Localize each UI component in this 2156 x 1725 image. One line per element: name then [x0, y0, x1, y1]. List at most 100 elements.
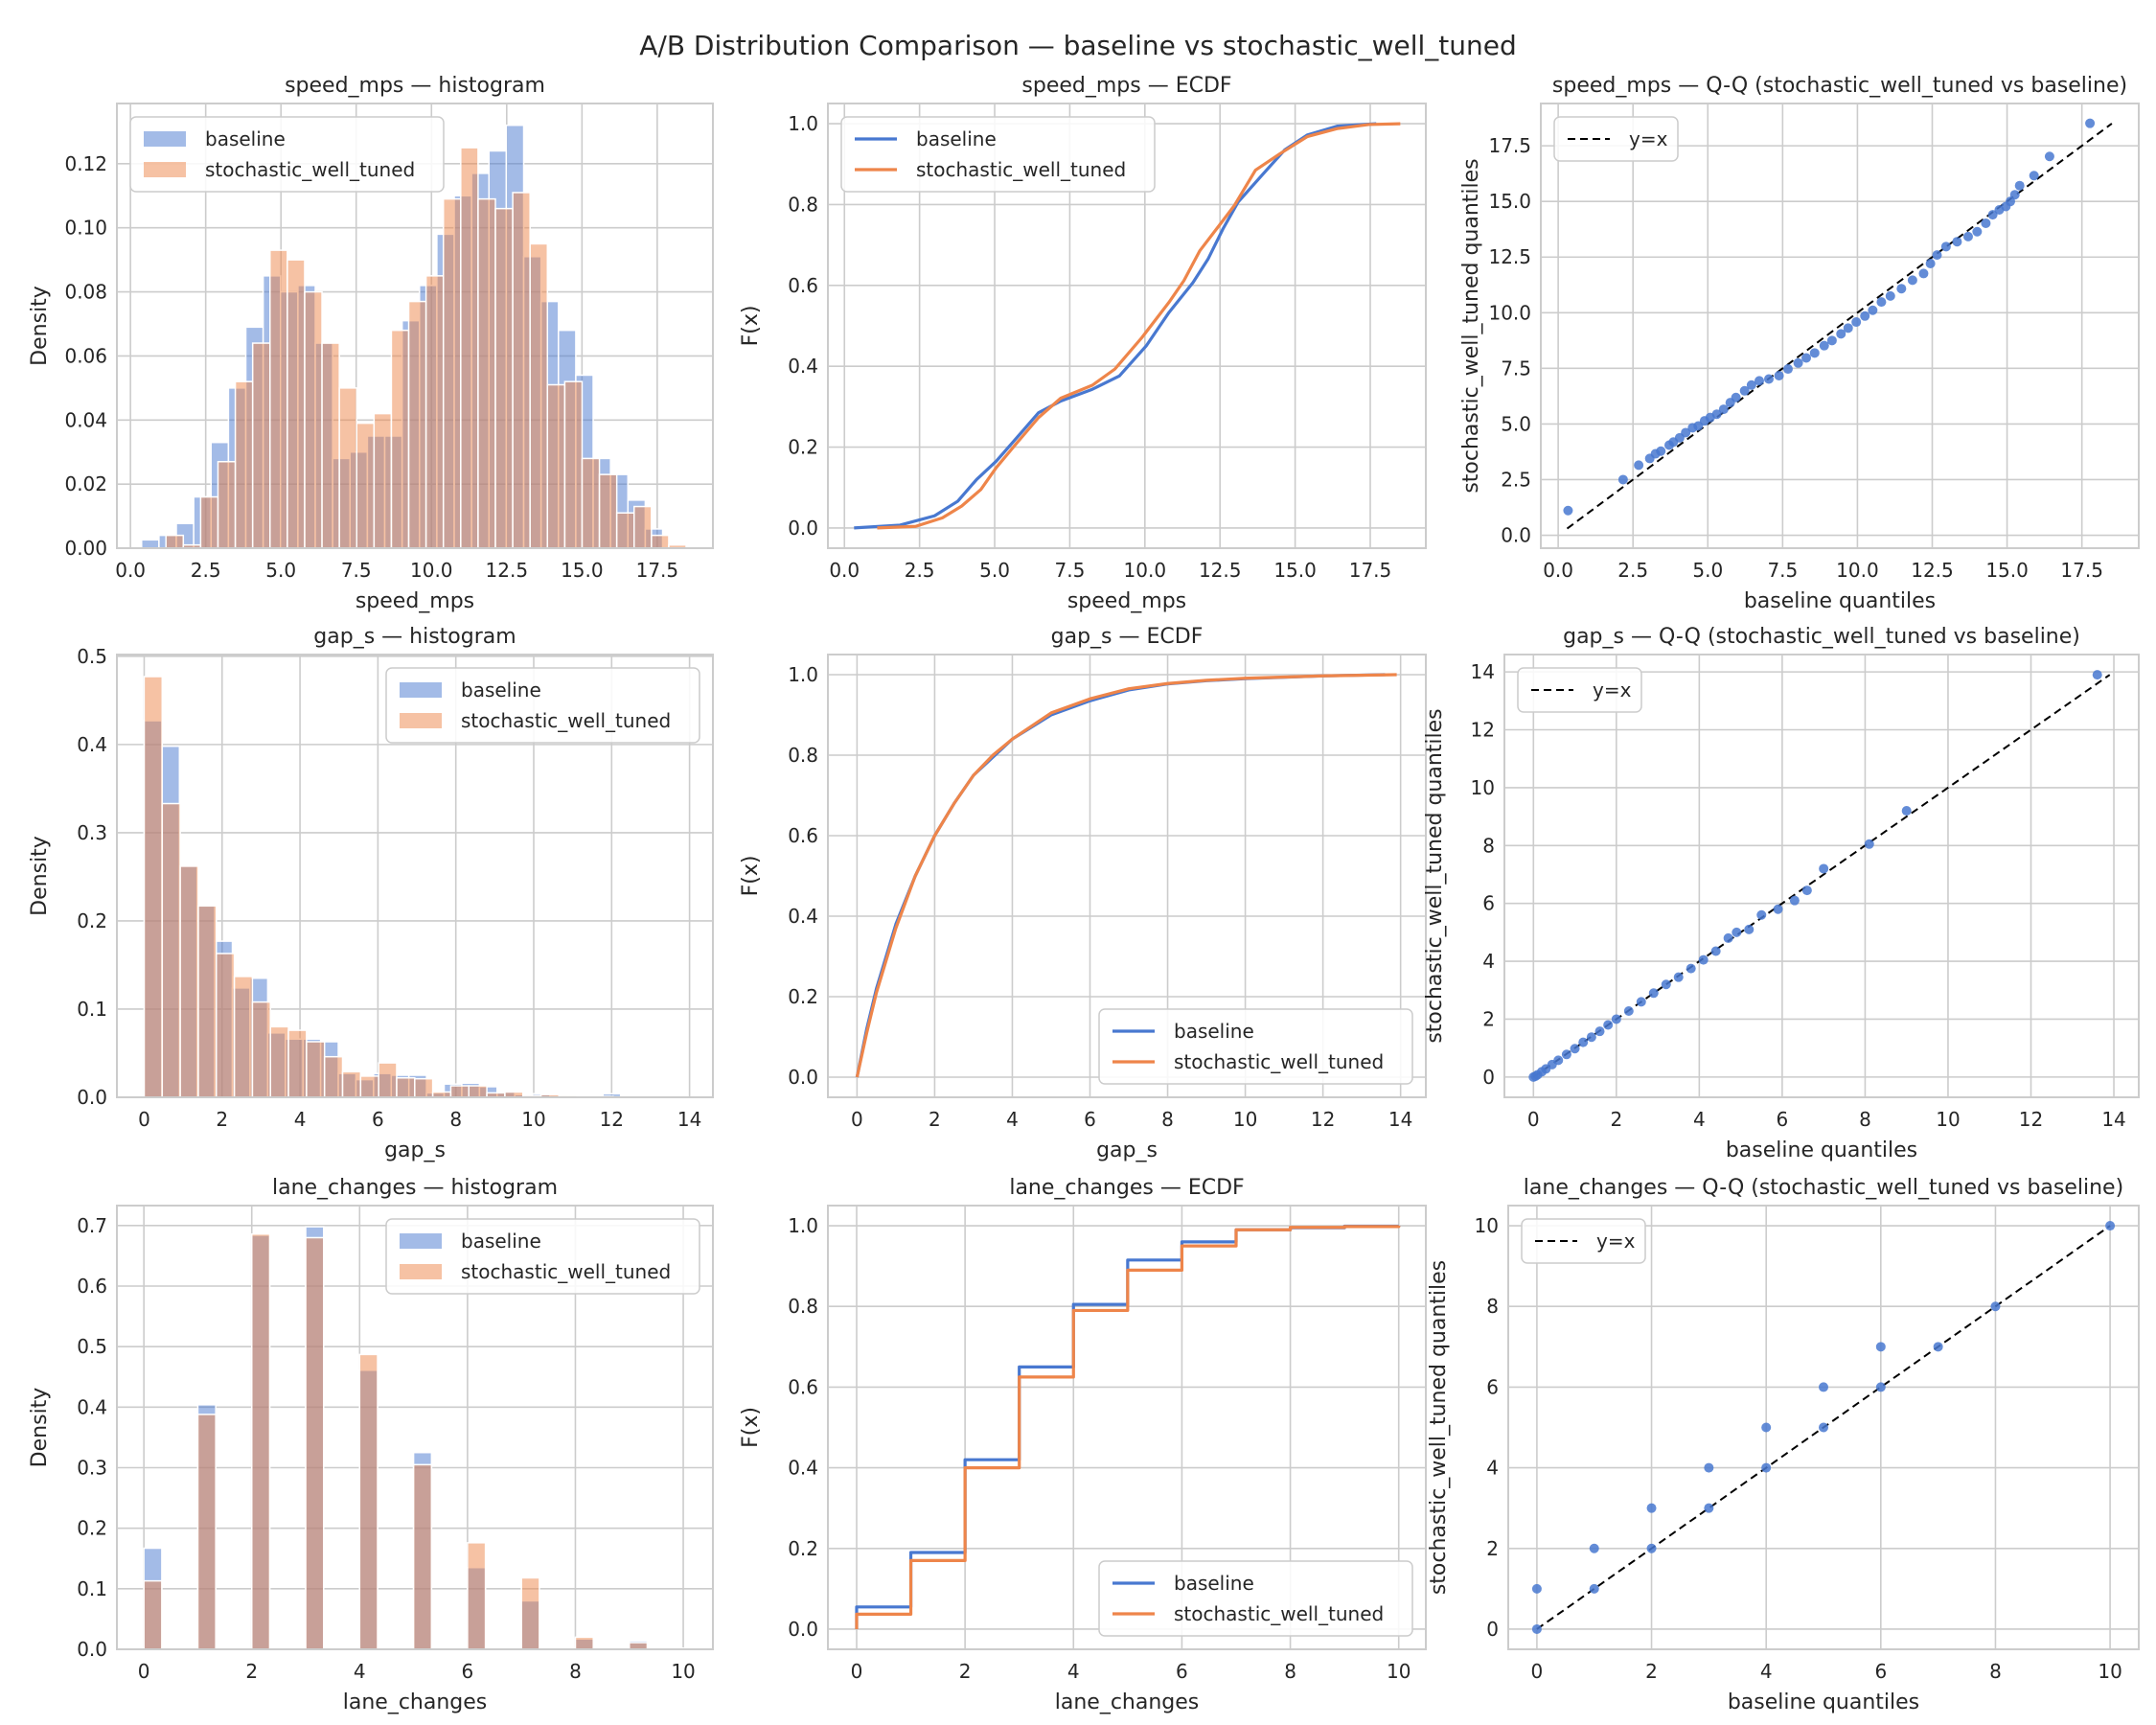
- x-tick-label: 10: [671, 1660, 695, 1683]
- x-tick-label: 12: [600, 1108, 624, 1131]
- legend-label: stochastic_well_tuned: [205, 158, 415, 181]
- histogram-bar-baseline: [602, 1092, 622, 1097]
- x-tick-label: 10: [521, 1108, 545, 1131]
- y-tick-label: 8: [1482, 834, 1495, 857]
- histogram-bar-stochastic_well_tuned: [520, 1576, 540, 1649]
- ecdf-line-stochastic_well_tuned: [877, 122, 1401, 530]
- qq-point: [2029, 171, 2039, 181]
- qq-point: [1723, 932, 1733, 943]
- histogram-bar-stochastic_well_tuned: [512, 192, 531, 548]
- x-tick-label: 8: [1989, 1660, 2002, 1683]
- y-tick-label: 10.0: [1488, 301, 1531, 324]
- qq-point: [1885, 290, 1895, 301]
- subplot-4: 0 2 4 6 8 10 12 14 0.0 0.2 0.4 0.6 0.8 1.0 gap_s — ECD…: [739, 625, 1427, 1162]
- axes-frame: [827, 103, 1427, 549]
- qq-point: [1698, 954, 1709, 965]
- x-tick-label: 12.5: [1199, 559, 1242, 582]
- histogram-bar-stochastic_well_tuned: [341, 1070, 362, 1097]
- x-tick-label: 12.5: [486, 559, 529, 582]
- legend-box: [129, 116, 445, 193]
- legend-swatch-stochastic_well_tuned: [400, 713, 442, 728]
- marks: [855, 1224, 1401, 1629]
- histogram-bar-stochastic_well_tuned: [233, 976, 254, 1097]
- y-tick-label: 0.2: [788, 1537, 818, 1560]
- x-tick-label: 4: [1760, 1660, 1773, 1683]
- qq-point: [1809, 348, 1820, 358]
- x-tick-label: 4: [354, 1660, 366, 1683]
- histogram-bar-stochastic_well_tuned: [467, 1542, 487, 1649]
- histogram-bar-stochastic_well_tuned: [269, 1025, 289, 1097]
- qq-point: [1603, 1020, 1614, 1030]
- subplot-title: lane_changes — ECDF: [1009, 1176, 1244, 1200]
- qq-point: [1617, 474, 1628, 485]
- x-tick-label: 12: [2019, 1108, 2043, 1131]
- qq-point: [1836, 329, 1846, 339]
- qq-point: [1819, 863, 1829, 874]
- x-axis-label: baseline quantiles: [1726, 1138, 1917, 1162]
- legend-label: stochastic_well_tuned: [461, 709, 671, 732]
- legend-swatch-stochastic_well_tuned: [144, 162, 186, 177]
- histogram-bar-stochastic_well_tuned: [529, 242, 549, 548]
- qq-point: [1801, 886, 1812, 896]
- x-tick-label: 12: [1311, 1108, 1335, 1131]
- x-tick-label: 4: [294, 1108, 307, 1131]
- y-axis-label: stochastic_well_tuned quantiles: [1427, 1260, 1451, 1595]
- x-tick-label: 15.0: [561, 559, 604, 582]
- qq-point: [2044, 151, 2054, 162]
- x-tick-label: 7.5: [341, 559, 372, 582]
- x-tick-label: 0: [1527, 1108, 1540, 1131]
- legend-box: [1517, 667, 1642, 713]
- y-tick-label: 0.6: [788, 274, 818, 297]
- y-tick-label: 5.0: [1501, 412, 1531, 435]
- y-tick-label: 0.4: [77, 1395, 107, 1418]
- y-tick-label: 0.6: [788, 1375, 818, 1398]
- histogram-bar-stochastic_well_tuned: [196, 1414, 217, 1649]
- axes-frame: [116, 103, 714, 549]
- qq-point: [2014, 180, 2025, 191]
- legend: y=x: [1517, 667, 1642, 713]
- histogram-bar-stochastic_well_tuned: [449, 1085, 470, 1097]
- x-tick-label: 8: [569, 1660, 582, 1683]
- x-tick-label: 4: [1067, 1660, 1080, 1683]
- y-tick-label: 0.3: [77, 1457, 107, 1480]
- histogram-bar-stochastic_well_tuned: [323, 1055, 344, 1097]
- qq-point: [1570, 1044, 1580, 1054]
- axes-frame: [116, 1205, 714, 1650]
- axes-frame: [1540, 103, 2140, 549]
- y-tick-label: 7.5: [1501, 356, 1531, 380]
- histogram-bar-baseline: [141, 539, 160, 548]
- legend: baseline stochastic_well_tuned: [385, 1218, 700, 1295]
- y-tick-label: 0.2: [77, 1517, 107, 1540]
- qq-point: [1918, 268, 1929, 279]
- y-tick-label: 0.1: [77, 1577, 107, 1600]
- y-tick-label: 2.5: [1501, 468, 1531, 491]
- y-axis-label: F(x): [739, 856, 763, 897]
- histogram-bar-stochastic_well_tuned: [250, 1232, 271, 1649]
- marks: [141, 124, 687, 548]
- y-tick-label: 17.5: [1488, 134, 1531, 157]
- y-tick-label: 2: [1482, 1007, 1495, 1030]
- legend-swatch-stochastic_well_tuned: [400, 1264, 442, 1279]
- qq-point: [1952, 237, 1962, 247]
- y-tick-label: 4: [1486, 1457, 1499, 1480]
- subplot-title: speed_mps — histogram: [285, 74, 545, 98]
- x-tick-label: 2: [1610, 1108, 1622, 1131]
- subplot-1: 0.0 2.5 5.0 7.5 10.0 12.5 15.0 17.5 0.0 0.2 0.4 0.6…: [739, 74, 1427, 613]
- histogram-bar-stochastic_well_tuned: [251, 1000, 271, 1097]
- y-axis-label: F(x): [739, 1407, 763, 1448]
- qq-point: [1686, 963, 1696, 974]
- histogram-bar-stochastic_well_tuned: [468, 1085, 488, 1097]
- qq-point: [1933, 1342, 1943, 1352]
- y-tick-label: 15.0: [1488, 190, 1531, 213]
- histogram-bar-stochastic_well_tuned: [197, 905, 218, 1097]
- legend-label: y=x: [1629, 127, 1668, 150]
- histogram-bar-stochastic_well_tuned: [629, 1642, 649, 1649]
- y-tick-label: 12: [1471, 719, 1495, 742]
- figure-title: A/B Distribution Comparison — baseline v…: [639, 30, 1517, 61]
- legend-box: [1098, 1560, 1413, 1637]
- legend-label: stochastic_well_tuned: [461, 1260, 671, 1283]
- x-tick-label: 14: [1388, 1108, 1412, 1131]
- axes-frame: [1507, 1205, 2140, 1650]
- qq-point: [1907, 275, 1917, 286]
